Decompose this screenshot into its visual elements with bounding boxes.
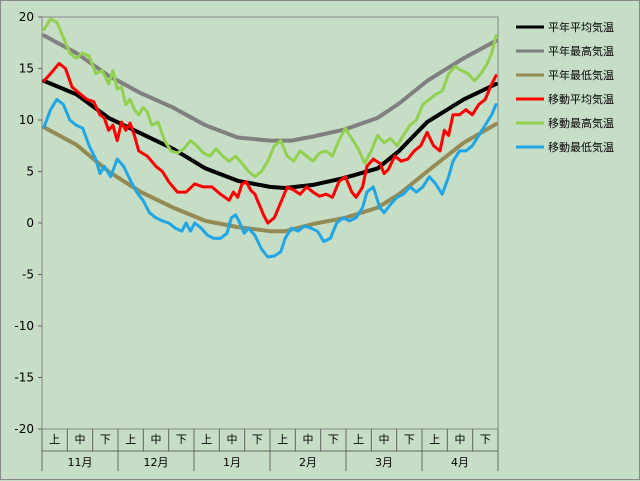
y-tick-label: -10 (14, 319, 34, 333)
x-month-label: 1月 (223, 456, 241, 469)
x-period-label: 下 (252, 433, 263, 446)
x-period-label: 中 (379, 433, 390, 446)
series-line-3 (42, 61, 498, 225)
y-tick-label: 15 (19, 62, 34, 76)
y-tick-label: 0 (26, 216, 34, 230)
x-period-label: 中 (227, 433, 238, 446)
x-period-label: 上 (429, 433, 440, 446)
x-month-label: 3月 (375, 456, 393, 469)
x-period-label: 上 (277, 433, 288, 446)
x-period-label: 下 (328, 433, 339, 446)
y-tick-label: 10 (19, 113, 34, 127)
x-axis: 上中下11月上中下12月上中下1月上中下2月上中下3月上中下4月 (41, 429, 499, 471)
x-period-label: 上 (353, 433, 364, 446)
y-axis: 20 15 10 5 0 -5 -10 -15 -20 (14, 10, 42, 436)
series-lines (42, 17, 498, 259)
legend-label: 移動最低気温 (548, 140, 614, 154)
y-tick-label: -15 (14, 371, 34, 385)
x-month-label: 4月 (451, 456, 469, 469)
x-month-label: 11月 (68, 456, 93, 469)
y-tick-label: -20 (14, 422, 34, 436)
x-period-label: 上 (49, 433, 60, 446)
legend-label: 平年平均気温 (548, 20, 614, 34)
legend-label: 移動平均気温 (548, 92, 614, 106)
y-tick-label: -5 (22, 268, 34, 282)
series-line-2 (42, 122, 498, 234)
x-period-label: 下 (176, 433, 187, 446)
x-period-label: 下 (404, 433, 415, 446)
y-tick-label: 20 (19, 10, 34, 24)
series-line-4 (42, 17, 498, 179)
legend-label: 平年最低気温 (548, 68, 614, 82)
y-tick-label: 5 (26, 165, 34, 179)
x-period-label: 中 (455, 433, 466, 446)
x-period-label: 下 (480, 433, 491, 446)
x-period-label: 中 (75, 433, 86, 446)
legend-label: 移動最高気温 (548, 116, 614, 130)
x-period-label: 下 (100, 433, 111, 446)
legend-label: 平年最高気温 (548, 44, 614, 58)
x-month-label: 2月 (299, 456, 317, 469)
x-period-label: 中 (151, 433, 162, 446)
x-period-label: 上 (125, 433, 136, 446)
x-period-label: 中 (303, 433, 314, 446)
x-month-label: 12月 (144, 456, 169, 469)
series-line-5 (42, 97, 498, 259)
x-period-label: 上 (201, 433, 212, 446)
